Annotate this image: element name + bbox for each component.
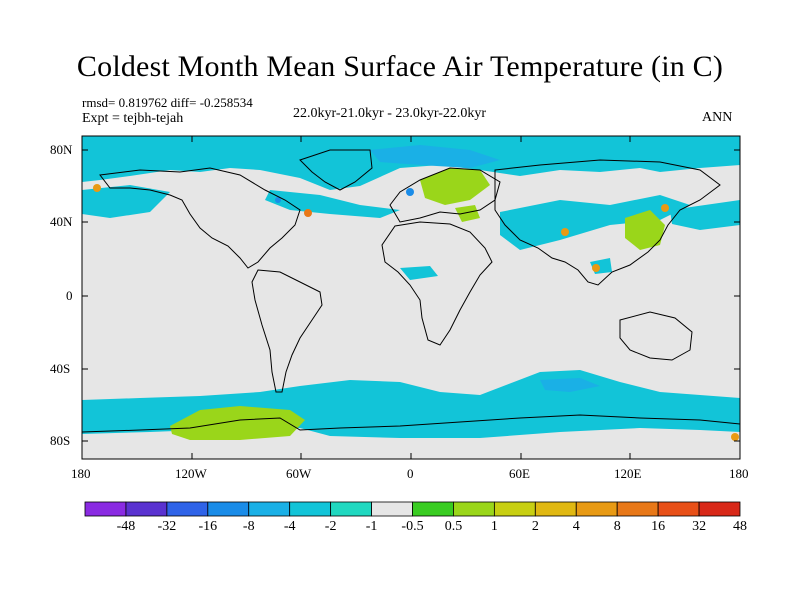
lon-label: 0 [407, 466, 414, 481]
east-asia-positive-region [625, 210, 665, 250]
lon-label: 180 [71, 466, 91, 481]
colorbar-swatch [289, 501, 332, 517]
lon-label: 120E [614, 466, 642, 481]
colorbar-swatch [371, 501, 413, 517]
lat-label: 0 [66, 288, 73, 303]
coastline-asia [494, 159, 721, 286]
coastline-australia [619, 311, 693, 361]
warm-spot [561, 228, 569, 236]
colorbar-label: -48 [116, 519, 136, 534]
southern-ocean-negative-region [540, 378, 600, 392]
colorbar-swatch [698, 501, 741, 517]
colorbar-label: -8 [242, 519, 255, 534]
colorbar-label: 48 [733, 519, 747, 534]
asia-negative-region [500, 195, 690, 250]
map-ticks [82, 136, 740, 459]
experiment-label: Expt = tejbh-tejah [82, 111, 184, 126]
coastline-south-america [251, 269, 323, 393]
colorbar-label: 16 [651, 519, 666, 534]
coastline-greenland [299, 149, 373, 191]
atlantic-negative-region [265, 190, 400, 218]
colorbar-label: 8 [613, 519, 621, 534]
colorbar-swatch [84, 501, 127, 517]
tropical-negative-region [400, 266, 438, 280]
season-label: ANN [702, 110, 733, 125]
colorbar-label: 32 [692, 519, 707, 534]
lon-label: 120W [175, 466, 207, 481]
colorbar-swatch [493, 501, 536, 517]
colorbar-swatch [207, 501, 250, 517]
cold-spot [406, 188, 414, 196]
coastline-north-america [99, 167, 301, 269]
map-title: Coldest Month Mean Surface Air Temperatu… [76, 50, 724, 83]
colorbar-label: 2 [531, 519, 539, 534]
north-pacific-negative-region [670, 200, 740, 230]
colorbar-label: 0.5 [444, 519, 463, 534]
warm-spot [592, 264, 600, 272]
warm-spot [93, 184, 101, 192]
lat-label: 40N [50, 214, 73, 229]
warm-spot [661, 204, 669, 212]
colorbar-swatch [453, 501, 495, 517]
colorbar-label: -0.5 [401, 519, 424, 534]
colorbar-label: -32 [157, 519, 177, 534]
colorbar-swatch [657, 501, 700, 517]
colorbar-label: -16 [198, 519, 218, 534]
period-label: 22.0kyr-21.0kyr - 23.0kyr-22.0kyr [293, 106, 487, 121]
warm-spot [304, 209, 312, 217]
europe-positive-region [455, 205, 480, 222]
colorbar-swatch [575, 501, 618, 517]
antarctic-positive-region [170, 406, 305, 440]
colorbar-label: 4 [572, 519, 580, 534]
stats-line: rmsd= 0.819762 diff= -0.258534 [82, 95, 253, 110]
lat-label: 40S [50, 361, 71, 376]
colorbar-swatch [330, 501, 372, 517]
coastline-africa [381, 221, 493, 346]
warm-spot [731, 433, 739, 441]
lon-label: 180 [729, 466, 749, 481]
lat-label: 80S [50, 433, 71, 448]
cold-spot [275, 197, 281, 203]
colorbar-label: -4 [283, 519, 296, 534]
north-pacific-negative-region [82, 185, 170, 218]
lon-label: 60E [509, 466, 530, 481]
lon-label: 60W [286, 466, 312, 481]
colorbar-swatch [412, 501, 454, 517]
colorbar-swatch [616, 501, 659, 517]
colorbar-swatch [534, 501, 577, 517]
colorbar-label: -1 [365, 519, 378, 534]
colorbar-label: 1 [490, 519, 498, 534]
colorbar-swatch [166, 501, 209, 517]
coastlines [82, 149, 740, 433]
colorbar-label: -2 [324, 519, 337, 534]
lat-label: 80N [50, 142, 73, 157]
arctic-negative-region [370, 145, 500, 168]
colorbar-swatch [248, 501, 291, 517]
coastline-antarctica [82, 414, 740, 433]
colorbar-swatch [125, 501, 168, 517]
europe-positive-region [420, 168, 490, 205]
